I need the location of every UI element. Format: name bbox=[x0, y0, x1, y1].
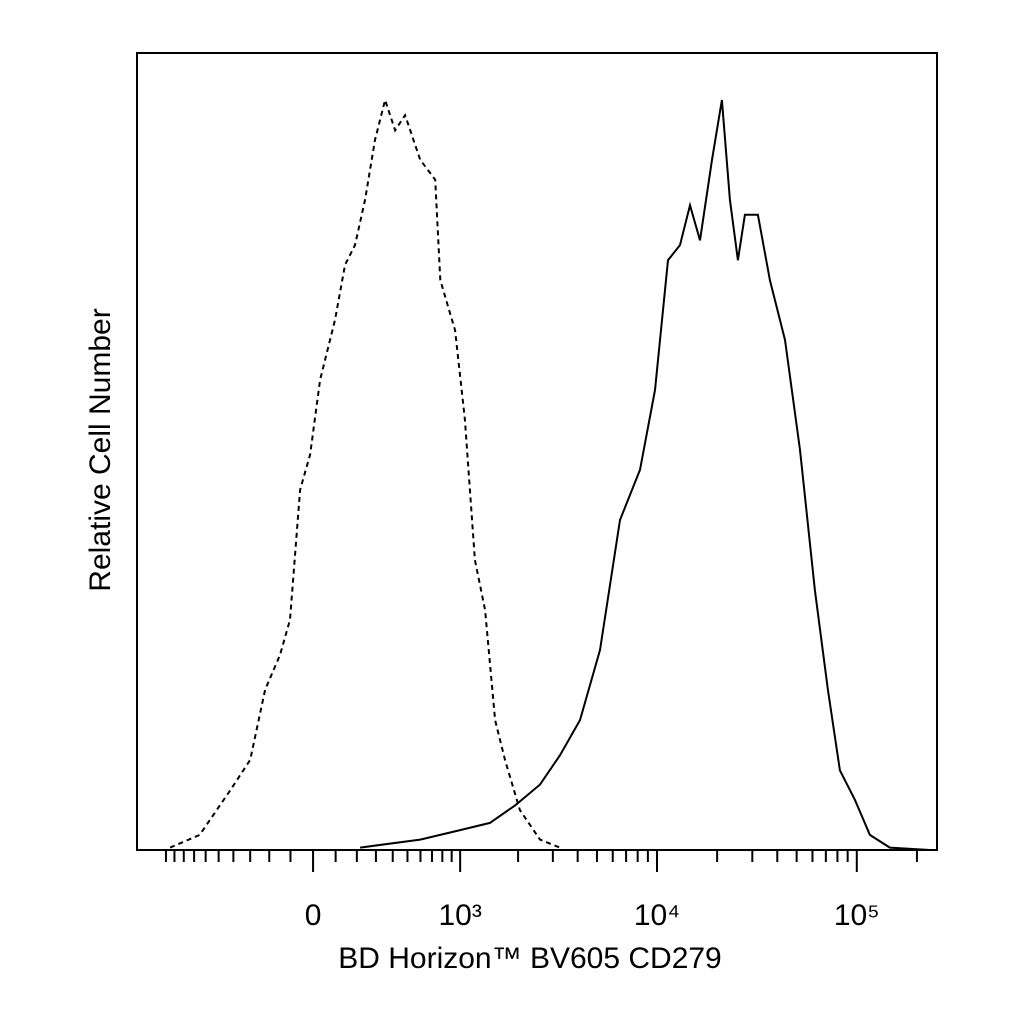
plot-frame bbox=[136, 52, 938, 851]
x-tick-label: 0 bbox=[305, 899, 322, 932]
histogram-line bbox=[169, 96, 561, 849]
x-tick-label: 10⁴ bbox=[634, 899, 680, 932]
y-axis-label: Relative Cell Number bbox=[84, 308, 117, 591]
x-tick-label: 10⁵ bbox=[834, 899, 880, 932]
x-tick-label: 10³ bbox=[438, 899, 481, 932]
x-axis-label: BD Horizon™ BV605 CD279 bbox=[338, 942, 722, 975]
histogram-line bbox=[359, 99, 931, 851]
